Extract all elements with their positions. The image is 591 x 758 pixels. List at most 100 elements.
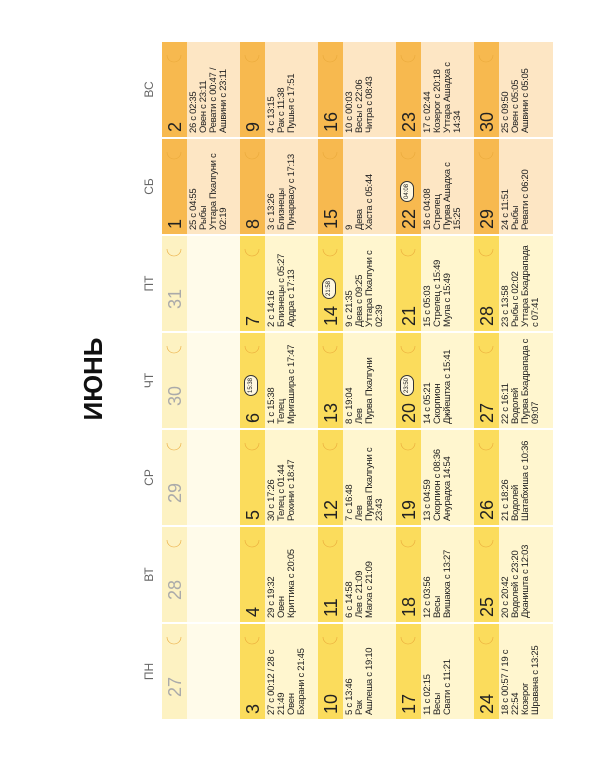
day-details: 25 с 09:50 Овен с 05:05 Ашвини с 05:05 (499, 42, 553, 137)
moon (477, 436, 500, 454)
moon (477, 145, 500, 163)
day-cell: 31 (162, 236, 241, 332)
day-cell: 28 (162, 527, 241, 623)
day-number: 23 (399, 111, 419, 132)
moon-icon (322, 636, 338, 645)
day-details: 9 Дева Хаста с 05:44 (343, 139, 397, 234)
day-details: 24 с 11:51 Рыбы Ревати с 06:20 (499, 139, 553, 234)
detail-line: Магха с 21:09 (364, 561, 375, 618)
moon (243, 630, 266, 648)
moon (399, 339, 422, 357)
day-strip: 23 (396, 42, 421, 137)
day-number: 16 (321, 111, 341, 132)
detail-line: Ревати с 06:20 (520, 169, 531, 230)
detail-line: Джйештха с 15:41 (442, 349, 453, 424)
day-strip: 26 (474, 430, 499, 525)
moon-icon (400, 636, 416, 645)
time-badge: 23:50 (400, 374, 414, 396)
day-details (187, 624, 241, 719)
detail-line: Мула с 15:49 (442, 273, 453, 327)
detail-line: Шравана с 13:25 (530, 645, 541, 715)
day-number: 2 (165, 121, 185, 132)
moon-icon (322, 248, 338, 257)
day-strip: 24 (474, 624, 499, 719)
day-details: 23 с 13:58 Рыбы с 02:02 Уттара Бхадрапада … (499, 236, 553, 331)
day-number: 4 (243, 606, 263, 617)
day-number: 8 (243, 218, 263, 229)
moon-icon (322, 345, 338, 354)
day-strip: 6 15:38 (240, 333, 265, 428)
day-cell: 12 7 с 16:48 Лев Пурва Пхалгуни с 23:43 (318, 430, 397, 526)
time-badge: 21:58 (322, 277, 336, 299)
moon (165, 48, 188, 66)
moon-icon (400, 151, 416, 160)
moon (243, 48, 266, 66)
detail-line: Пурва Пхалгуни (364, 357, 375, 424)
day-details (187, 333, 241, 428)
moon (321, 339, 344, 357)
day-strip: 28 (162, 527, 187, 622)
day-number: 22 (399, 208, 419, 229)
day-number: 19 (399, 499, 419, 520)
day-strip: 5 (240, 430, 265, 525)
moon-icon (400, 248, 416, 257)
day-cell: 24 18 с 00:57 / 19 с 22:54 Козерог Шравана … (474, 624, 553, 720)
day-strip: 4 (240, 527, 265, 622)
moon (321, 145, 344, 163)
moon-icon (322, 54, 338, 63)
day-details: 16 с 04:08 Стрелец Пурва Ашадха с 15:25 (421, 139, 475, 234)
moon (399, 48, 422, 66)
day-strip: 15 (318, 139, 343, 234)
day-number: 27 (165, 676, 185, 697)
day-details: 10 с 00:03 Весы с 22:06 Читра с 08:43 (343, 42, 397, 137)
day-cell: 11 6 с 14:58 Лев с 21:09 Магха с 21:09 (318, 527, 397, 623)
day-number: 7 (243, 315, 263, 326)
day-cell: 20 23:50 14 с 05:21 Скорпион Джйештха с 15:4… (396, 333, 475, 429)
day-cell: 21 15 с 05:03 Стрелец с 15:49 Мула с 15:49 (396, 236, 475, 332)
day-number: 27 (477, 402, 497, 423)
day-strip: 16 (318, 42, 343, 137)
day-number: 29 (165, 482, 185, 503)
day-strip: 19 (396, 430, 421, 525)
day-strip: 10 (318, 624, 343, 719)
day-cell: 29 (162, 430, 241, 526)
moon (399, 145, 422, 163)
moon-icon (166, 54, 182, 63)
day-strip: 13 (318, 333, 343, 428)
day-details: 18 с 00:57 / 19 с 22:54 Козерог Шравана с … (499, 624, 553, 719)
day-cell: 29 24 с 11:51 Рыбы Ревати с 06:20 (474, 139, 553, 235)
day-strip: 31 (162, 236, 187, 331)
day-details: 9 с 21:35 Дева с 09:25 Уттара Пхалгуни с 0… (343, 236, 397, 331)
moon (321, 48, 344, 66)
day-strip: 3 (240, 624, 265, 719)
moon-icon (400, 442, 416, 451)
day-strip: 17 (396, 624, 421, 719)
moon (165, 145, 188, 163)
day-details: 3 с 13:26 Близнецы Пунарвасу с 17:13 (265, 139, 319, 234)
day-number: 18 (399, 596, 419, 617)
moon (165, 436, 188, 454)
moon (399, 533, 422, 551)
moon (477, 533, 500, 551)
day-strip: 2 (162, 42, 187, 137)
day-strip: 14 21:58 (318, 236, 343, 331)
moon-icon (478, 345, 494, 354)
day-cell: 25 20 с 20:42 Водолей с 23:20 Дханишта с 12… (474, 527, 553, 623)
day-details: 8 с 19:04 Лев Пурва Пхалгуни (343, 333, 397, 428)
moon (399, 630, 422, 648)
detail-line: 27 с 00:12 / 28 с 21:49 (266, 649, 287, 715)
moon-icon (166, 345, 182, 354)
moon-icon (166, 539, 182, 548)
moon (477, 630, 500, 648)
day-cell: 16 10 с 00:03 Весы с 22:06 Читра с 08:43 (318, 42, 397, 138)
day-number: 5 (243, 509, 263, 520)
moon (321, 242, 344, 260)
day-details (187, 430, 241, 525)
day-number: 17 (399, 693, 419, 714)
day-cell: 13 8 с 19:04 Лев Пурва Пхалгуни (318, 333, 397, 429)
detail-line: Ардра с 17:13 (286, 269, 297, 327)
detail-line: Бхарани с 21:45 (296, 648, 307, 715)
